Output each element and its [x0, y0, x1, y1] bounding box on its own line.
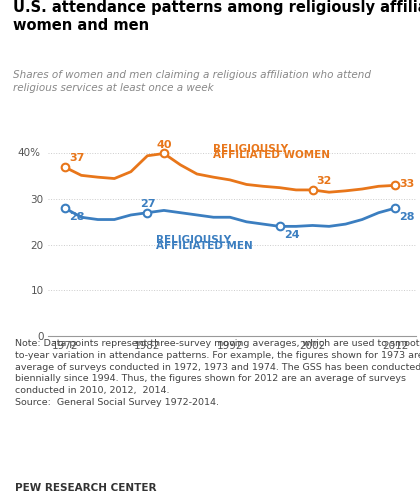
Text: 40: 40 — [156, 140, 172, 150]
Text: Note: Data points represent three-survey moving averages, which are used to smoo: Note: Data points represent three-survey… — [15, 339, 420, 407]
Text: Shares of women and men claiming a religious affiliation who attend
religious se: Shares of women and men claiming a relig… — [13, 70, 370, 93]
Text: 28: 28 — [399, 212, 415, 222]
Text: 40%: 40% — [17, 148, 40, 158]
Text: U.S. attendance patterns among religiously affiliated
women and men: U.S. attendance patterns among religious… — [13, 0, 420, 33]
Text: AFFILIATED WOMEN: AFFILIATED WOMEN — [213, 150, 331, 160]
Text: 32: 32 — [317, 176, 332, 186]
Text: 28: 28 — [69, 212, 84, 222]
Text: AFFILIATED MEN: AFFILIATED MEN — [156, 241, 252, 251]
Text: RELIGIOUSLY: RELIGIOUSLY — [213, 144, 289, 154]
Text: 33: 33 — [399, 179, 415, 189]
Text: 37: 37 — [69, 153, 84, 163]
Text: PEW RESEARCH CENTER: PEW RESEARCH CENTER — [15, 483, 156, 493]
Text: 27: 27 — [140, 199, 155, 209]
Text: 24: 24 — [284, 230, 299, 240]
Text: RELIGIOUSLY: RELIGIOUSLY — [156, 235, 231, 245]
